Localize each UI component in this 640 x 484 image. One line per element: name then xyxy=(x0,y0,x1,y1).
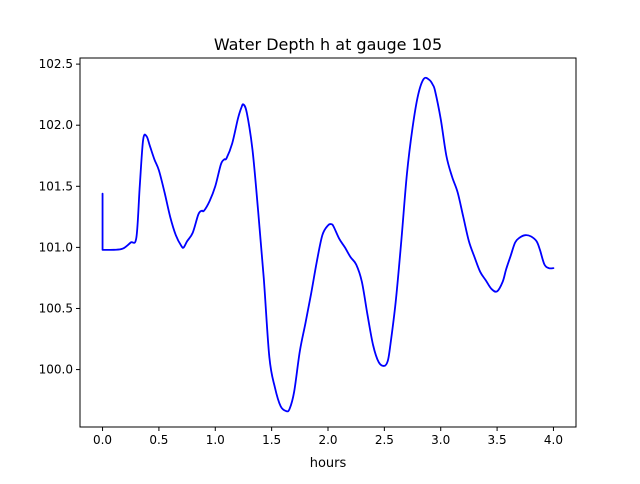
x-tick-label: 4.0 xyxy=(544,433,563,447)
x-tick-label: 0.5 xyxy=(149,433,168,447)
x-tick-label: 1.5 xyxy=(262,433,281,447)
x-tick-label: 1.0 xyxy=(206,433,225,447)
x-tick-label: 2.0 xyxy=(318,433,337,447)
y-tick-label: 100.5 xyxy=(39,301,73,315)
x-tick-label: 3.5 xyxy=(488,433,507,447)
data-series-line xyxy=(101,76,555,413)
y-tick-label: 102.0 xyxy=(39,118,73,132)
y-tick-label: 101.5 xyxy=(39,179,73,193)
y-tick-label: 101.0 xyxy=(39,240,73,254)
plot-area: 0.0 0.5 1.0 1.5 2.0 2.5 3.0 3.5 4.0 100.0 100.5 101… xyxy=(39,57,577,447)
chart-title: Water Depth h at gauge 105 xyxy=(214,35,442,54)
x-tick-label: 0.0 xyxy=(93,433,112,447)
x-axis-label: hours xyxy=(310,456,347,471)
y-tick-label: 100.0 xyxy=(39,363,73,377)
x-tick-label: 3.0 xyxy=(431,433,450,447)
y-tick-label: 102.5 xyxy=(39,57,73,71)
x-tick-label: 2.5 xyxy=(375,433,394,447)
